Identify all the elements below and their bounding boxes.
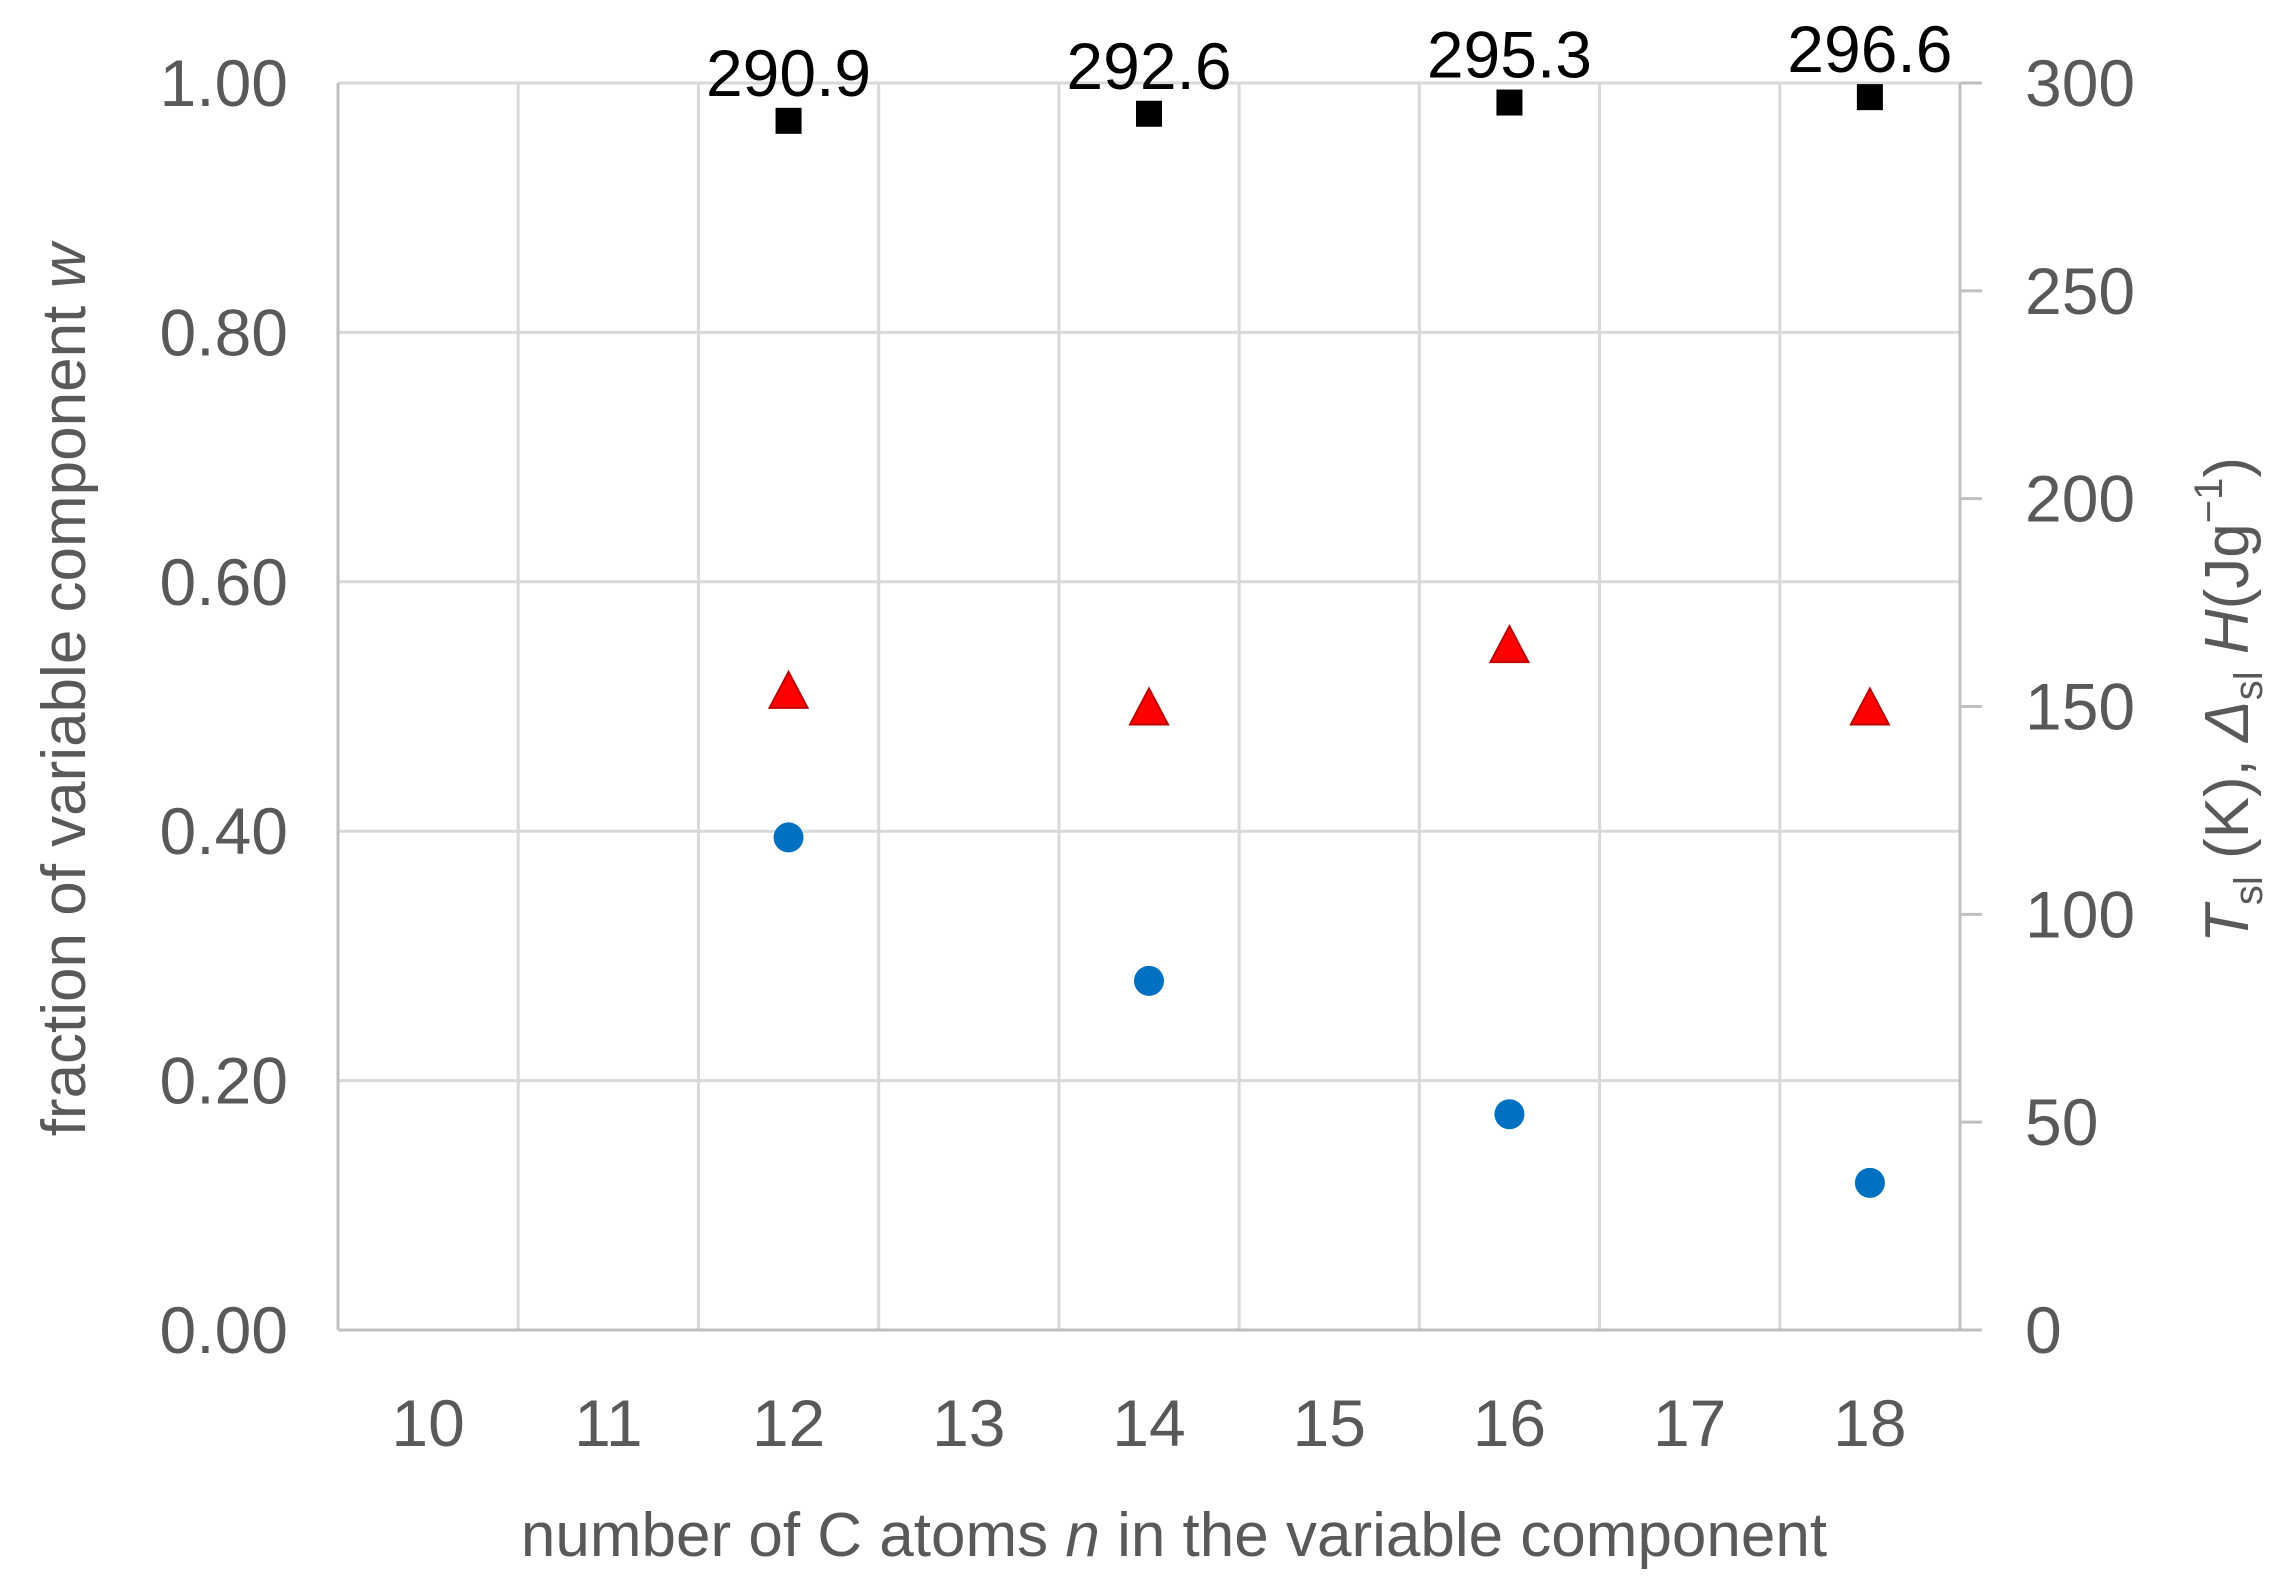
data-label: 292.6 — [1066, 29, 1231, 103]
y-left-tick-label: 0.40 — [160, 794, 288, 868]
y-right-tick-label: 50 — [2025, 1085, 2098, 1159]
x-tick-label: 13 — [932, 1386, 1005, 1460]
y-left-tick-label: 1.00 — [160, 46, 288, 120]
y-left-tick-label: 0.80 — [160, 295, 288, 369]
axes — [336, 81, 1982, 1332]
y-axis-right-title: Tsl (K), Δsl H(Jg−1) — [2187, 457, 2271, 943]
y-right-tick-label: 300 — [2025, 46, 2135, 120]
y-right-tick-label: 200 — [2025, 462, 2135, 536]
data-label: 290.9 — [706, 36, 871, 110]
data-point-square — [1856, 84, 1883, 111]
data-point-square — [1136, 100, 1162, 127]
data-marks — [767, 84, 1891, 1198]
data-label: 295.3 — [1427, 18, 1592, 92]
x-tick-label: 14 — [1112, 1386, 1185, 1460]
y-left-tick-label: 0.20 — [160, 1044, 288, 1118]
data-point-triangle — [1128, 686, 1170, 726]
y-right-tick-label: 0 — [2025, 1293, 2062, 1367]
x-tick-label: 17 — [1653, 1386, 1726, 1460]
data-point-triangle — [1488, 624, 1531, 664]
data-labels: 290.9 292.6 295.3 296.6 — [706, 12, 1953, 110]
x-tick-label: 12 — [752, 1386, 825, 1460]
data-point-triangle — [1849, 686, 1891, 726]
data-point-circle — [773, 822, 804, 853]
x-tick-label: 11 — [574, 1386, 643, 1460]
y-left-tick-label: 0.60 — [160, 545, 288, 619]
data-point-circle — [1134, 965, 1164, 996]
y-right-tick-label: 150 — [2025, 670, 2135, 744]
x-tick-label: 16 — [1473, 1386, 1546, 1460]
data-point-triangle — [767, 669, 810, 709]
x-tick-label: 10 — [391, 1386, 464, 1460]
tick-labels: 0.00 0.20 0.40 0.60 0.80 1.00 0 50 100 150 200 250 3… — [160, 46, 2136, 1460]
data-point-square — [1496, 89, 1523, 116]
y-left-tick-label: 0.00 — [160, 1293, 288, 1367]
y-axis-left-title: fraction of variable component w — [30, 239, 99, 1136]
data-point-square — [775, 107, 802, 134]
x-tick-label: 18 — [1833, 1386, 1906, 1460]
data-point-circle — [1854, 1167, 1885, 1198]
x-tick-label: 15 — [1293, 1386, 1366, 1460]
data-point-circle — [1494, 1099, 1525, 1130]
x-axis-title: number of C atoms n in the variable comp… — [521, 1501, 1827, 1570]
y-right-tick-label: 100 — [2025, 877, 2135, 951]
data-label: 296.6 — [1787, 12, 1952, 86]
y-right-tick-label: 250 — [2025, 254, 2135, 328]
